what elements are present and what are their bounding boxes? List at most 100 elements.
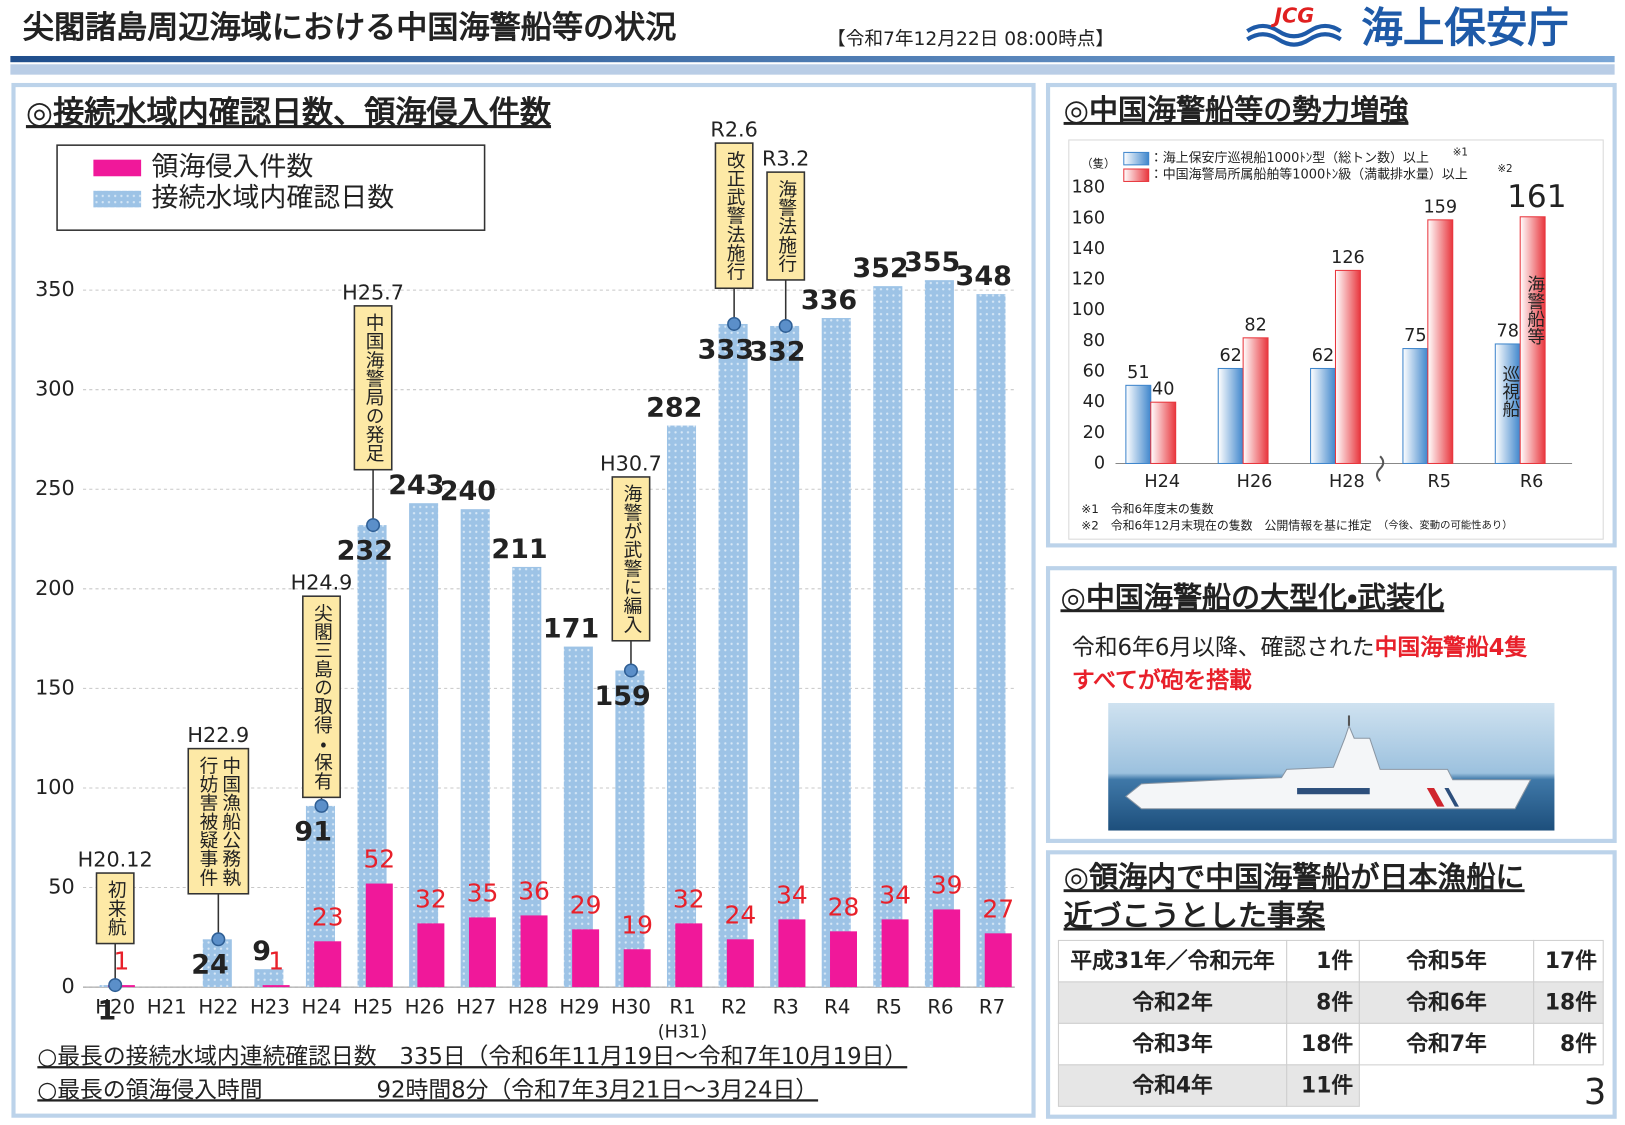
data-label: 62: [1219, 346, 1241, 366]
legend-note: ※1: [1453, 146, 1468, 158]
x-tick-label: H21: [147, 995, 187, 1018]
axis-break: [1375, 455, 1385, 482]
bar: [615, 670, 645, 988]
annotation-marker: [623, 663, 638, 678]
x-tick-label: R4: [824, 995, 850, 1018]
bar: [202, 939, 232, 988]
annotation-text: 海警法施行: [775, 179, 796, 272]
data-label: 28: [828, 893, 860, 922]
header-band: [10, 64, 1615, 75]
body-text: 令和6年6月以降、確認された中国海警船4隻: [1072, 634, 1528, 661]
x-tick-label: H29: [559, 995, 599, 1018]
table-text: 18件: [1545, 991, 1597, 1016]
x-tick-label: H26: [1237, 472, 1273, 492]
y-tick-label: 40: [1083, 392, 1105, 412]
x-tick-label: H22: [198, 995, 238, 1018]
data-label: 27: [982, 895, 1014, 924]
annotation-text: 中国海警局の発足: [363, 313, 384, 462]
data-label: 232: [337, 536, 393, 567]
data-label: 243: [388, 470, 444, 501]
y-tick-label: 100: [1071, 300, 1105, 320]
section-title: ◎中国海警船の大型化・武装化: [1061, 580, 1445, 614]
section-title: 近づこうとした事案: [1064, 899, 1326, 933]
data-label: 39: [931, 871, 963, 900]
annotation-text: 初来航: [105, 880, 126, 936]
bar: [1310, 367, 1337, 464]
x-tick-label: R6: [1520, 472, 1543, 492]
bar: [417, 923, 445, 988]
y-tick-label: 140: [1071, 239, 1105, 259]
data-label: 62: [1312, 346, 1334, 366]
org-name: 海上保安庁: [1361, 3, 1569, 52]
table-cell: [1286, 1064, 1360, 1107]
data-label: 36: [518, 877, 550, 906]
y-tick-label: 160: [1071, 208, 1105, 228]
legend-swatch: [1123, 168, 1150, 182]
legend-box: [56, 144, 486, 231]
header-title: 尖閣諸島周辺海域における中国海警船等の状況: [23, 10, 677, 46]
annotation-text: 中国漁船公務執: [219, 756, 240, 887]
annotation-date: H24.9: [291, 571, 353, 595]
y-tick-label: 20: [1083, 423, 1105, 443]
logo-waves: [1246, 23, 1342, 47]
table-text: 1件: [1316, 949, 1353, 974]
x-tick-label: H24: [1144, 472, 1180, 492]
legend-swatch: [1123, 151, 1150, 166]
annotation-marker: [108, 978, 123, 993]
y-tick-label: 150: [35, 675, 75, 699]
data-label: 240: [440, 476, 496, 507]
data-label: 51: [1127, 363, 1149, 383]
table-cell: [1057, 939, 1288, 983]
annotation-text: 尖閣三島の取得・保有: [311, 603, 332, 790]
bar: [873, 286, 903, 988]
x-tick-sublabel: (H31): [658, 1023, 707, 1043]
bar: [984, 933, 1012, 988]
data-label: 1: [97, 996, 116, 1027]
table-text: 令和4年: [1132, 1073, 1213, 1099]
annotation-marker: [211, 932, 226, 947]
table-cell: [1358, 1022, 1535, 1066]
data-label: 23: [312, 902, 344, 931]
data-label: 9: [252, 936, 271, 967]
data-label: 355: [904, 247, 960, 278]
bar: [821, 318, 851, 988]
footnote: ○最長の領海侵入時間 92時間8分（令和7年3月21日～3月24日）: [37, 1077, 818, 1103]
bar: [262, 985, 290, 988]
annotation-date: H25.7: [342, 280, 404, 304]
bar: [409, 503, 439, 988]
y-tick-label: 250: [35, 476, 75, 500]
data-label: 1: [268, 946, 284, 975]
bar: [976, 294, 1006, 988]
bar: [623, 949, 651, 988]
y-tick-label: 0: [62, 974, 75, 998]
bar: [718, 323, 748, 988]
bar: [924, 280, 954, 988]
data-label: 159: [1423, 197, 1457, 217]
x-tick-label: H26: [405, 995, 445, 1018]
y-tick-label: 50: [48, 875, 74, 899]
table-cell: [1286, 981, 1360, 1024]
bar-inner-label: 巡視船: [1500, 364, 1520, 418]
bar: [1494, 343, 1521, 464]
legend-swatch: [93, 190, 142, 208]
data-label: 34: [879, 881, 911, 910]
body-text-part: すべてが砲を搭載: [1072, 667, 1252, 694]
y-axis-label: （隻）: [1081, 156, 1115, 170]
y-tick-label: 100: [35, 775, 75, 799]
data-label: 336: [801, 285, 857, 316]
annotation-box: [302, 595, 341, 799]
legend-label: ：海上保安庁巡視船1000ﾄﾝ型（総トン数）以上: [1150, 151, 1429, 166]
bar: [1427, 219, 1454, 464]
table-text: 令和5年: [1406, 948, 1487, 974]
data-label: 352: [852, 253, 908, 284]
data-label: 52: [363, 845, 395, 874]
data-label: 75: [1404, 326, 1426, 346]
data-label: 282: [646, 392, 702, 423]
table-text: 令和7年: [1406, 1031, 1487, 1057]
annotation-text: 海警が武警に編入: [620, 484, 641, 633]
data-label: 24: [191, 950, 229, 981]
data-label: 126: [1331, 248, 1365, 268]
logo-text: JCG: [1270, 4, 1314, 28]
data-label: 32: [415, 885, 447, 914]
table-cell: [1057, 1022, 1288, 1066]
